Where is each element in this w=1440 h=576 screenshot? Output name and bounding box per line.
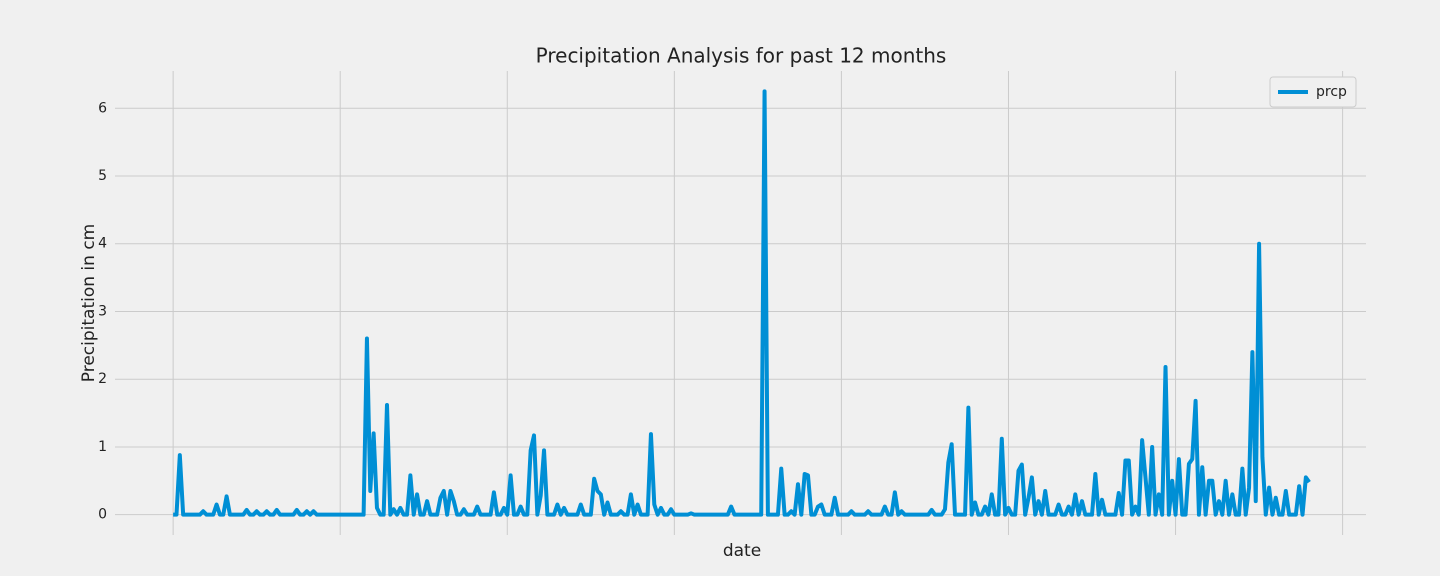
- legend: prcp: [1269, 76, 1357, 108]
- y-tick-label: 0: [98, 507, 107, 523]
- y-tick-label: 5: [98, 168, 107, 184]
- y-tick-label: 2: [98, 371, 107, 387]
- y-tick-label: 1: [98, 439, 107, 455]
- y-tick-label: 3: [98, 303, 107, 319]
- chart-title: Precipitation Analysis for past 12 month…: [536, 44, 947, 68]
- legend-label: prcp: [1316, 84, 1347, 100]
- x-axis-label: date: [723, 541, 761, 561]
- y-axis-label: Precipitation in cm: [79, 224, 99, 382]
- y-tick-label: 4: [98, 236, 107, 252]
- line: [173, 89, 1311, 517]
- y-tick-label: 6: [98, 100, 107, 116]
- legend-box: [1269, 76, 1357, 108]
